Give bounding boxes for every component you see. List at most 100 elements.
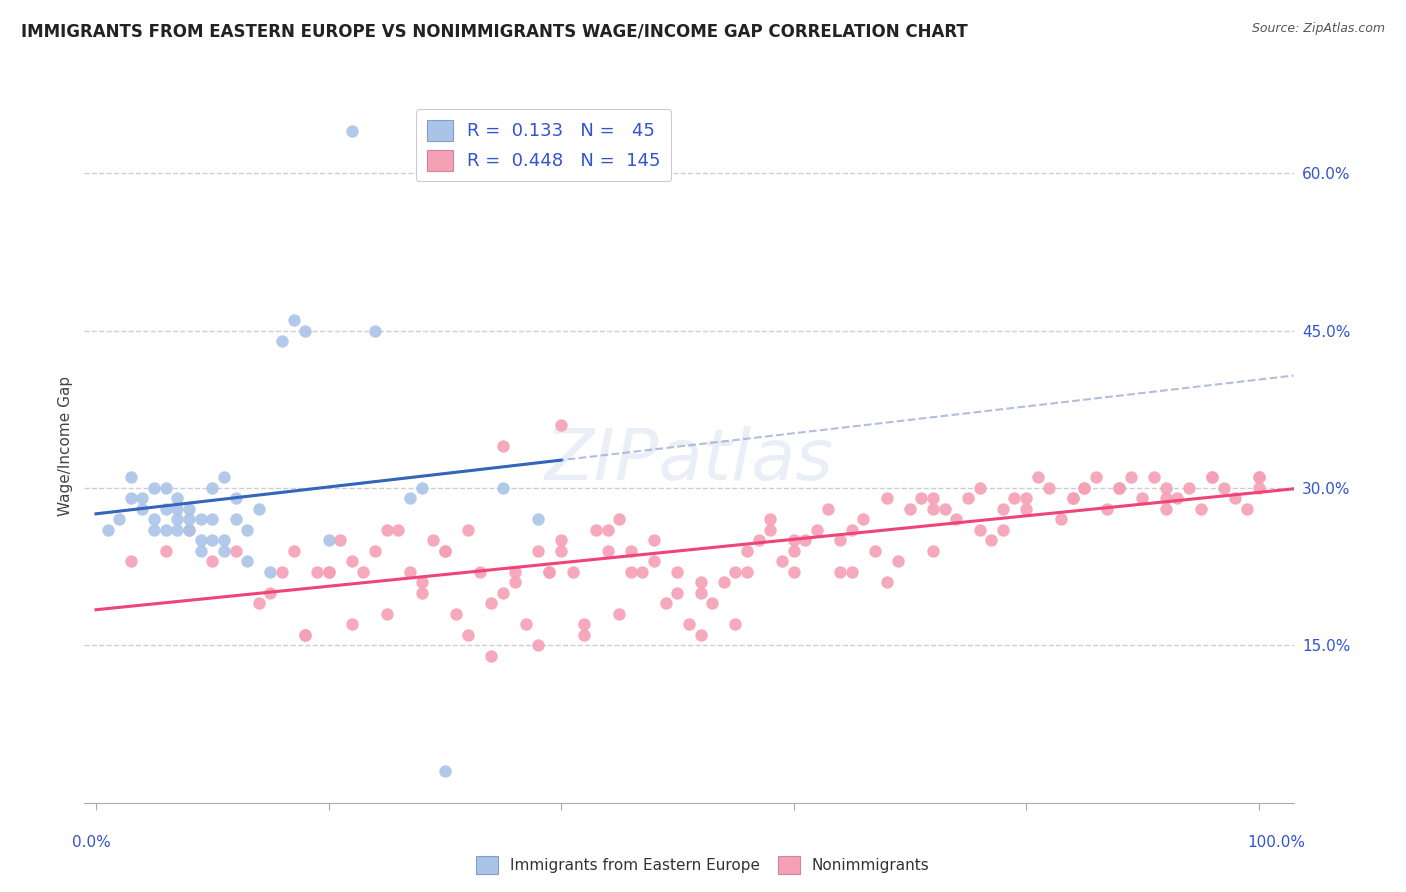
Point: [991, 502, 1014, 516]
Point: [177, 512, 200, 526]
Point: [735, 565, 758, 579]
Point: [1050, 512, 1073, 526]
Point: [387, 523, 409, 537]
Point: [177, 502, 200, 516]
Point: [631, 565, 654, 579]
Point: [607, 607, 630, 621]
Point: [190, 544, 212, 558]
Point: [212, 470, 235, 484]
Point: [457, 628, 479, 642]
Text: 100.0%: 100.0%: [1247, 835, 1306, 850]
Point: [131, 502, 153, 516]
Point: [574, 617, 596, 632]
Point: [724, 565, 747, 579]
Point: [155, 481, 177, 495]
Point: [1178, 481, 1201, 495]
Point: [969, 481, 991, 495]
Point: [108, 512, 131, 526]
Point: [969, 523, 991, 537]
Point: [411, 586, 433, 600]
Y-axis label: Wage/Income Gap: Wage/Income Gap: [58, 376, 73, 516]
Point: [1062, 491, 1084, 506]
Point: [678, 617, 700, 632]
Point: [1015, 502, 1038, 516]
Point: [177, 523, 200, 537]
Point: [526, 544, 548, 558]
Point: [318, 533, 340, 548]
Point: [120, 554, 142, 568]
Point: [411, 575, 433, 590]
Point: [236, 554, 259, 568]
Point: [1073, 481, 1095, 495]
Text: Source: ZipAtlas.com: Source: ZipAtlas.com: [1251, 22, 1385, 36]
Point: [702, 596, 724, 610]
Point: [433, 544, 456, 558]
Point: [910, 491, 932, 506]
Point: [247, 502, 270, 516]
Point: [596, 523, 619, 537]
Point: [190, 512, 212, 526]
Point: [991, 523, 1014, 537]
Point: [155, 502, 177, 516]
Point: [643, 554, 665, 568]
Point: [863, 544, 886, 558]
Point: [166, 523, 188, 537]
Point: [457, 523, 479, 537]
Point: [1073, 481, 1095, 495]
Point: [236, 523, 259, 537]
Point: [1189, 502, 1212, 516]
Point: [759, 512, 782, 526]
Point: [492, 439, 515, 453]
Point: [1166, 491, 1188, 506]
Point: [1154, 491, 1177, 506]
Point: [922, 502, 945, 516]
Point: [526, 639, 548, 653]
Point: [399, 565, 422, 579]
Point: [538, 565, 561, 579]
Point: [1026, 470, 1049, 484]
Point: [259, 565, 281, 579]
Point: [1119, 470, 1142, 484]
Point: [748, 533, 770, 548]
Point: [585, 523, 607, 537]
Point: [806, 523, 828, 537]
Point: [876, 491, 898, 506]
Point: [201, 533, 224, 548]
Point: [794, 533, 817, 548]
Point: [1062, 491, 1084, 506]
Point: [340, 554, 363, 568]
Point: [155, 523, 177, 537]
Legend: R =  0.133   N =   45, R =  0.448   N =  145: R = 0.133 N = 45, R = 0.448 N = 145: [416, 109, 671, 181]
Point: [922, 544, 945, 558]
Legend: Immigrants from Eastern Europe, Nonimmigrants: Immigrants from Eastern Europe, Nonimmig…: [470, 850, 936, 880]
Point: [1108, 481, 1130, 495]
Point: [1247, 470, 1270, 484]
Point: [271, 334, 294, 348]
Point: [120, 470, 142, 484]
Point: [1108, 481, 1130, 495]
Point: [898, 502, 921, 516]
Point: [422, 533, 444, 548]
Point: [526, 512, 548, 526]
Point: [550, 533, 572, 548]
Point: [538, 565, 561, 579]
Point: [305, 565, 328, 579]
Point: [1201, 470, 1223, 484]
Point: [259, 586, 281, 600]
Point: [247, 596, 270, 610]
Point: [143, 512, 166, 526]
Point: [922, 491, 945, 506]
Point: [515, 617, 537, 632]
Point: [782, 565, 804, 579]
Point: [852, 512, 875, 526]
Point: [1212, 481, 1234, 495]
Point: [468, 565, 491, 579]
Point: [1247, 470, 1270, 484]
Point: [155, 544, 177, 558]
Point: [177, 523, 200, 537]
Point: [294, 324, 316, 338]
Point: [375, 607, 398, 621]
Point: [666, 586, 689, 600]
Point: [724, 617, 747, 632]
Point: [503, 575, 526, 590]
